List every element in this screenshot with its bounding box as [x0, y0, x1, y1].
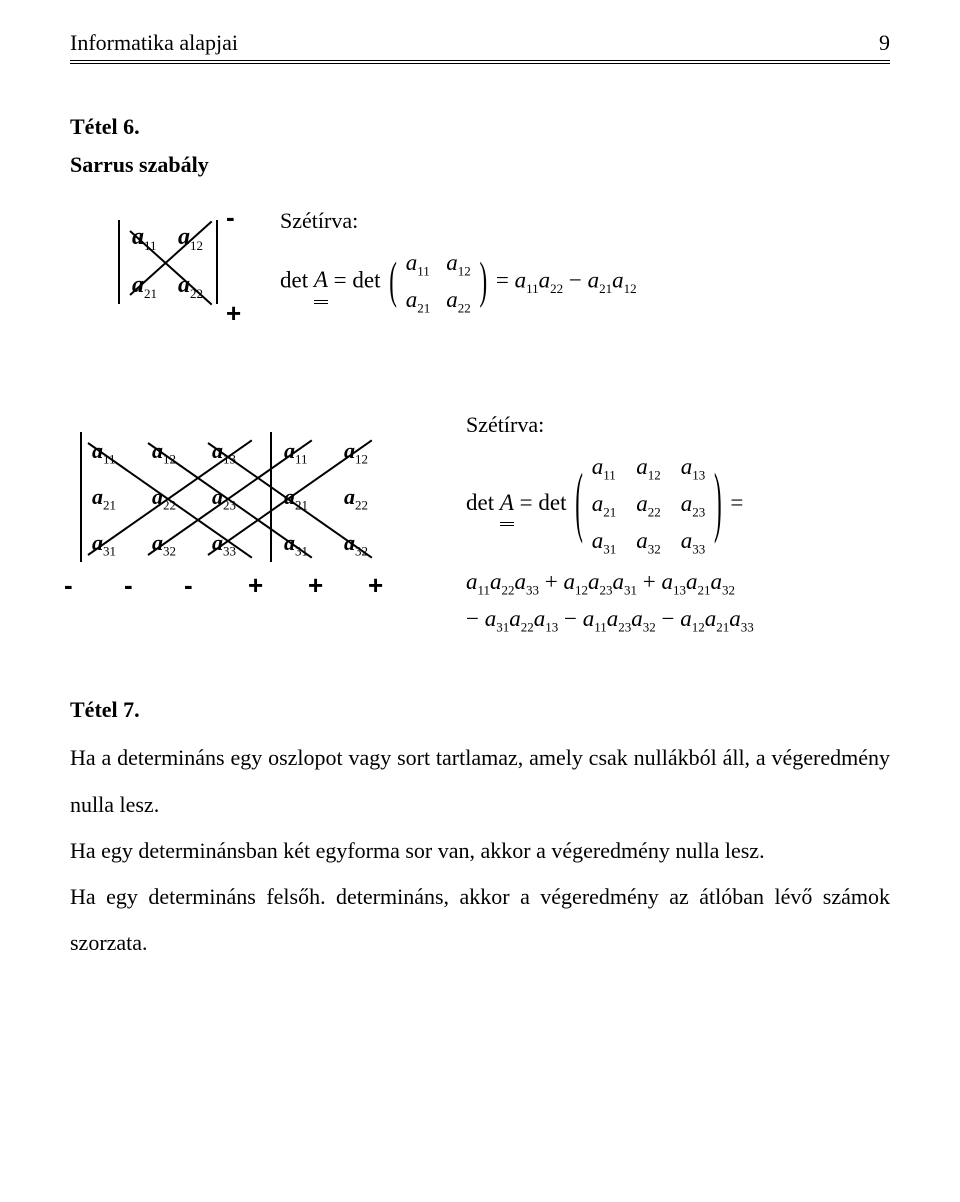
page-header: Informatika alapjai 9: [70, 30, 890, 56]
szetirva-2: Szétírva:: [280, 208, 637, 234]
tetel7-p2: Ha egy determinánsban két egyforma sor v…: [70, 828, 890, 874]
szetirva-3: Szétírva:: [466, 412, 754, 438]
plus-2x2: +: [226, 298, 241, 329]
page: Informatika alapjai 9 Tétel 6. Sarrus sz…: [0, 0, 960, 1202]
header-title: Informatika alapjai: [70, 30, 238, 56]
det3-block: Szétírva: det A = det ( a11 a12 a13 a21 …: [466, 412, 754, 637]
det3-eq-line3: − a31a22a13 − a11a23a32 − a12a21a33: [466, 602, 754, 637]
tetel7-title: Tétel 7.: [70, 697, 890, 723]
header-rule-1: [70, 60, 890, 61]
sarrus-title: Sarrus szabály: [70, 152, 890, 178]
det2-block: Szétírva: det A = det ( a11 a12 a21 a22 …: [280, 208, 637, 318]
sarrus-2x2-figure: a11 a12 a21 a22 - +: [110, 202, 250, 322]
tetel7-p1: Ha a determináns egy oszlopot vagy sort …: [70, 735, 890, 827]
sarrus-3x3-figure: a11 a12 a13 a11 a12 a21 a22 a23 a21 a22 …: [70, 412, 440, 612]
row-2x2: a11 a12 a21 a22 - + Szétírva: det A = de…: [70, 202, 890, 322]
minus-2x2: -: [226, 202, 235, 233]
tetel7-p3: Ha egy determináns felsőh. determináns, …: [70, 874, 890, 966]
page-number: 9: [879, 30, 890, 56]
det3-eq-line1: det A = det ( a11 a12 a13 a21 a22 a23 a3…: [466, 450, 754, 559]
det3-eq-line2: a11a22a33 + a12a23a31 + a13a21a32: [466, 565, 754, 600]
row-3x3: a11 a12 a13 a11 a12 a21 a22 a23 a21 a22 …: [70, 412, 890, 637]
tetel6-title: Tétel 6.: [70, 114, 890, 140]
det2-equation: det A = det ( a11 a12 a21 a22 ) = a11a22…: [280, 246, 637, 318]
